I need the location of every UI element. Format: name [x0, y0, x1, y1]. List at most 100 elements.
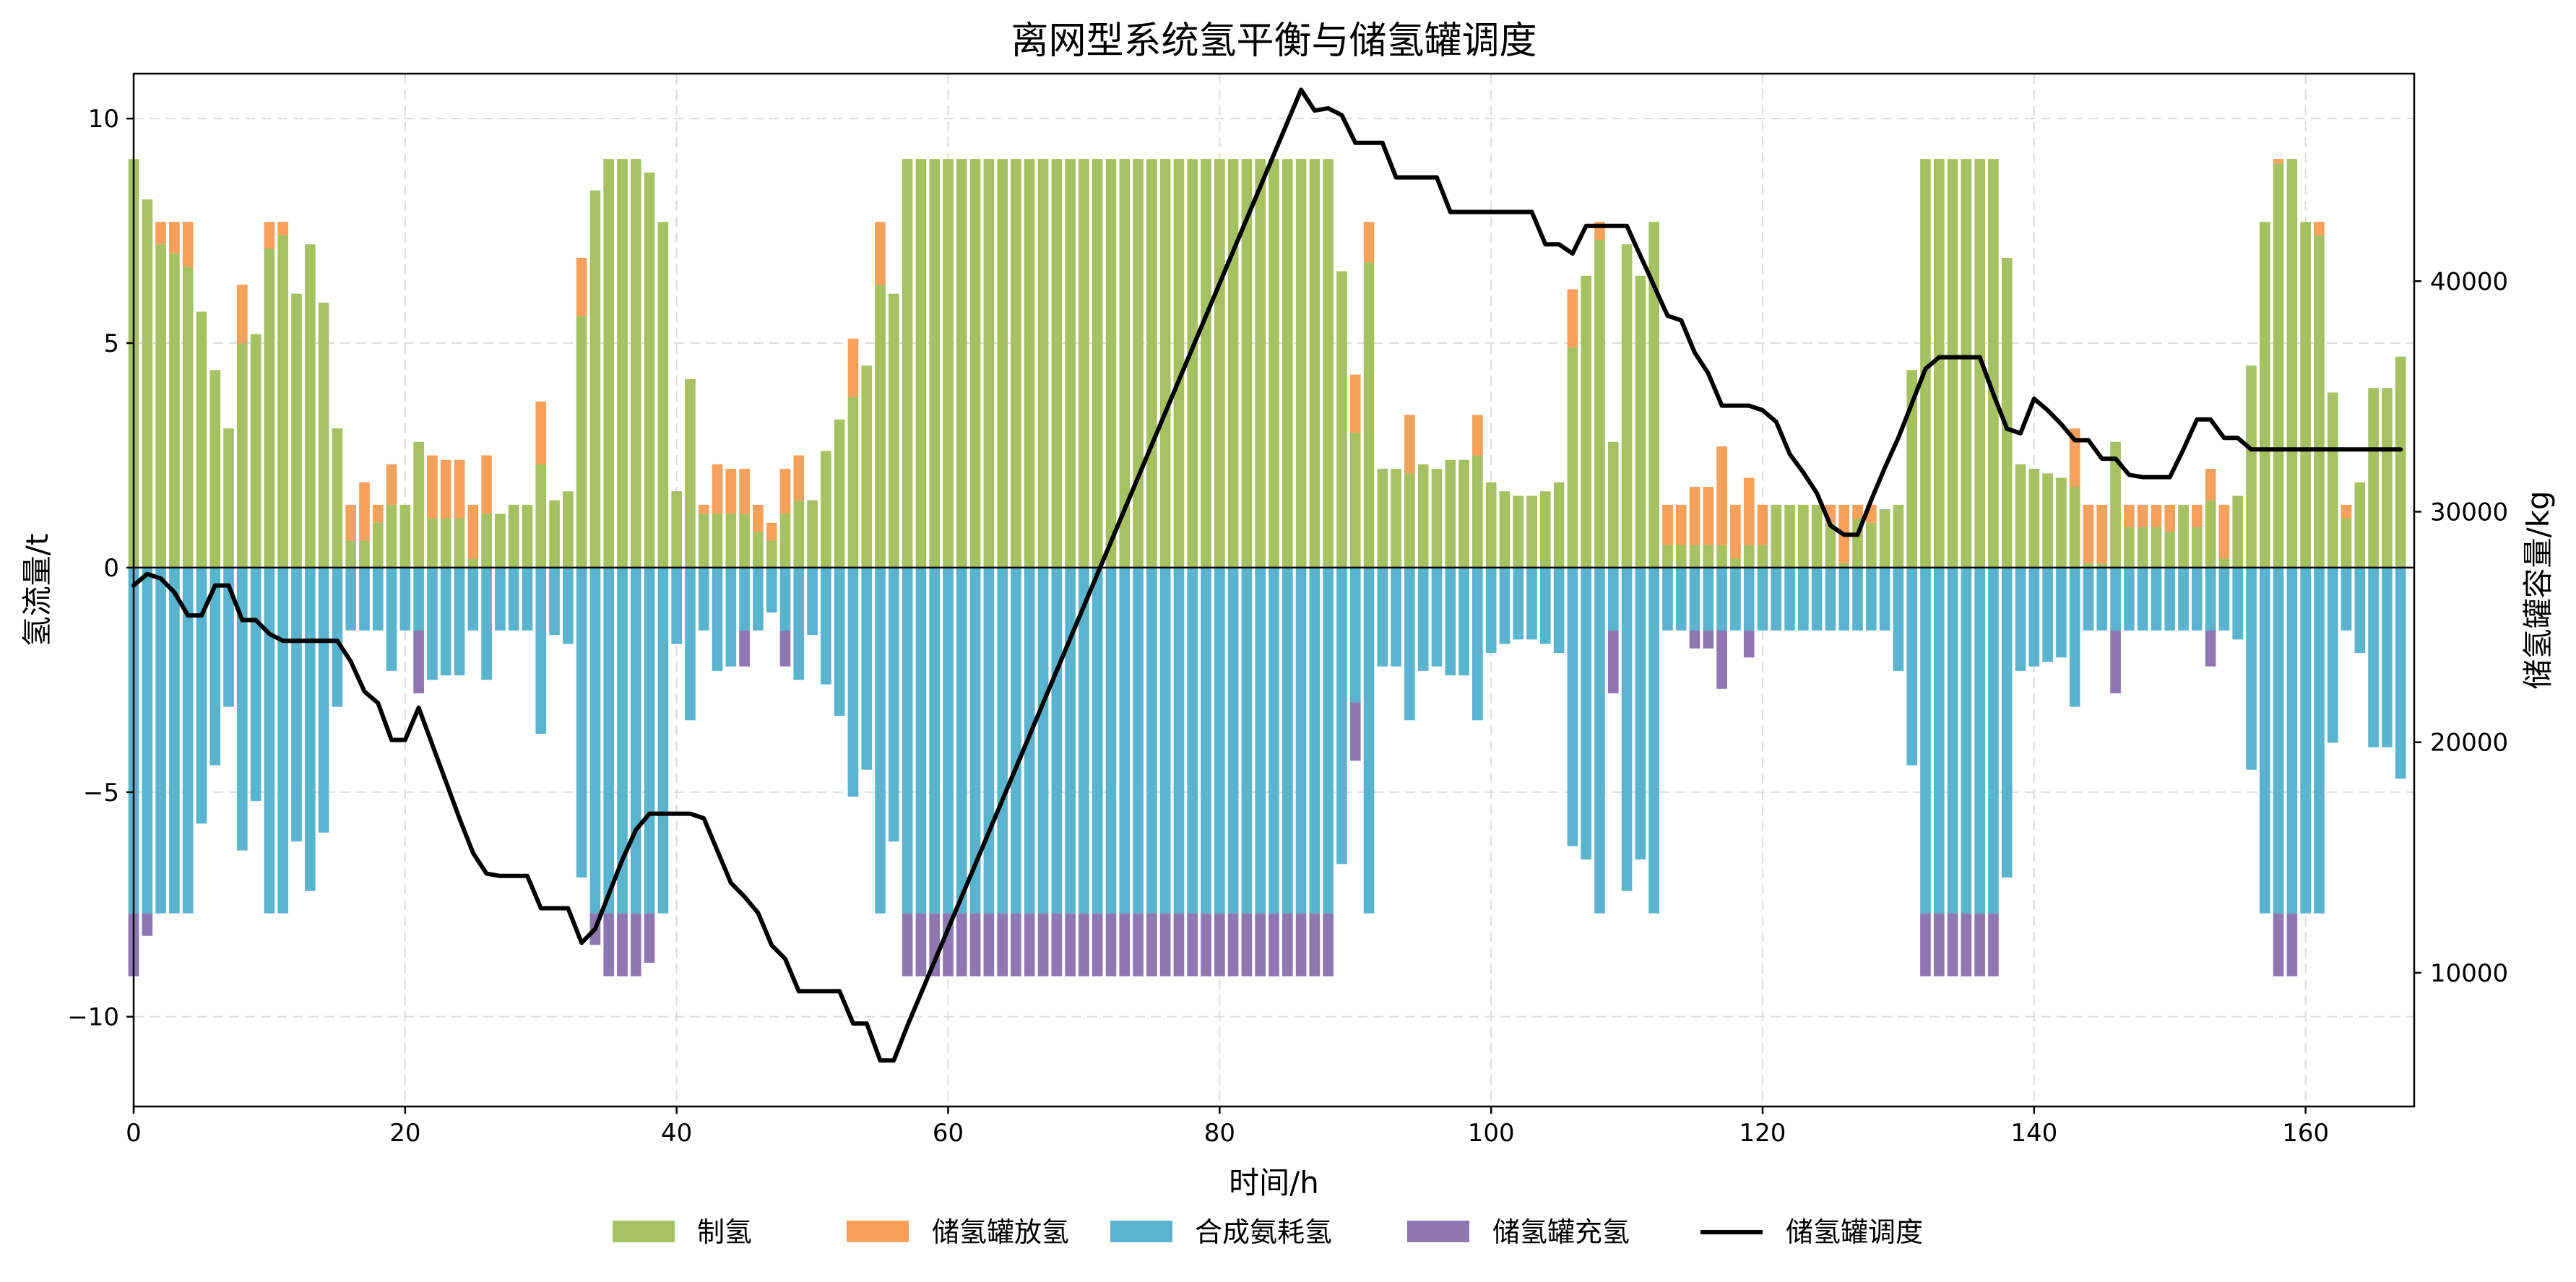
- bar-hydrogen-production: [1689, 545, 1700, 568]
- bar-hydrogen-production: [1540, 491, 1551, 568]
- bar-hydrogen-production: [1227, 159, 1239, 568]
- bar-ammonia-consumption: [535, 567, 547, 734]
- bar-ammonia-consumption: [1607, 567, 1619, 631]
- bar-ammonia-consumption: [1431, 567, 1443, 667]
- bar-tank-charge: [142, 913, 153, 936]
- bar-ammonia-consumption: [1065, 567, 1076, 914]
- bar-ammonia-consumption: [2056, 567, 2067, 658]
- bar-tank-charge: [413, 630, 424, 693]
- bar-hydrogen-production: [861, 365, 873, 568]
- bar-ammonia-consumption: [2382, 567, 2393, 748]
- bar-hydrogen-production: [250, 334, 262, 568]
- bar-hydrogen-production: [332, 428, 343, 568]
- bar-tank-discharge: [1852, 504, 1863, 519]
- bar-tank-discharge: [155, 222, 166, 245]
- bar-hydrogen-production: [753, 532, 764, 568]
- bar-hydrogen-production: [1757, 545, 1768, 568]
- legend-label-consumption: 合成氨耗氢: [1195, 1216, 1332, 1248]
- bar-hydrogen-production: [1825, 522, 1836, 568]
- bar-ammonia-consumption: [1961, 567, 1972, 914]
- bar-hydrogen-production: [237, 343, 248, 568]
- bar-ammonia-consumption: [2395, 567, 2406, 779]
- bar-tank-discharge: [277, 222, 289, 235]
- bar-ammonia-consumption: [2124, 567, 2135, 631]
- bar-tank-discharge: [1675, 504, 1687, 545]
- bar-hydrogen-production: [766, 540, 777, 568]
- bar-tank-charge: [617, 913, 628, 976]
- bar-hydrogen-production: [1906, 370, 1918, 568]
- bar-hydrogen-production: [2069, 487, 2080, 568]
- bar-ammonia-consumption: [1703, 567, 1714, 631]
- y-tick-label: −5: [83, 779, 119, 807]
- bar-hydrogen-production: [2314, 235, 2325, 568]
- bar-hydrogen-production: [983, 159, 995, 568]
- bar-ammonia-consumption: [1472, 567, 1483, 721]
- bar-tank-discharge: [793, 455, 805, 501]
- bar-hydrogen-production: [427, 518, 438, 568]
- bar-ammonia-consumption: [1825, 567, 1836, 631]
- bar-ammonia-consumption: [1662, 567, 1673, 631]
- bar-tank-discharge: [2083, 504, 2094, 563]
- bar-hydrogen-production: [2028, 469, 2040, 568]
- bar-hydrogen-production: [875, 285, 886, 568]
- bar-tank-charge: [2110, 630, 2121, 693]
- bar-hydrogen-production: [1201, 159, 1211, 568]
- bar-tank-discharge: [2314, 222, 2325, 235]
- bar-ammonia-consumption: [142, 567, 153, 914]
- bar-tank-discharge: [535, 401, 547, 464]
- bar-hydrogen-production: [657, 222, 669, 568]
- bar-tank-charge: [1024, 913, 1035, 976]
- bar-hydrogen-production: [2205, 500, 2216, 568]
- bar-ammonia-consumption: [1173, 567, 1185, 914]
- bar-tank-discharge: [2137, 504, 2148, 527]
- bar-ammonia-consumption: [1499, 567, 1510, 644]
- legend-label-production: 制氢: [697, 1216, 752, 1248]
- bar-hydrogen-production: [1037, 159, 1049, 568]
- bar-ammonia-consumption: [1933, 567, 1945, 914]
- bar-tank-charge: [2286, 913, 2298, 976]
- bar-tank-discharge: [182, 222, 194, 267]
- bar-ammonia-consumption: [1567, 567, 1578, 846]
- bar-hydrogen-production: [304, 244, 316, 568]
- bar-tank-charge: [1146, 913, 1157, 976]
- bar-ammonia-consumption: [427, 567, 438, 680]
- legend: 制氢 储氢罐放氢 合成氨耗氢 储氢罐充氢 储氢罐调度: [613, 1216, 1923, 1248]
- bar-hydrogen-production: [1146, 159, 1157, 568]
- bar-ammonia-consumption: [2192, 567, 2203, 631]
- bar-hydrogen-production: [1947, 159, 1958, 568]
- bar-hydrogen-production: [1621, 244, 1633, 568]
- bar-ammonia-consumption: [386, 567, 397, 671]
- bar-tank-charge: [1051, 913, 1063, 976]
- bar-ammonia-consumption: [2042, 567, 2053, 662]
- bar-ammonia-consumption: [1635, 567, 1646, 860]
- bar-hydrogen-production: [1513, 495, 1524, 568]
- bar-ammonia-consumption: [1119, 567, 1131, 914]
- bar-hydrogen-production: [1485, 482, 1497, 568]
- bar-tank-charge: [1323, 913, 1334, 976]
- bar-hydrogen-production: [2015, 464, 2026, 568]
- bar-hydrogen-production: [2151, 527, 2162, 568]
- bar-hydrogen-production: [2232, 495, 2244, 568]
- bar-ammonia-consumption: [617, 567, 628, 914]
- bar-ammonia-consumption: [753, 567, 764, 631]
- bar-ammonia-consumption: [1879, 567, 1890, 631]
- bar-hydrogen-production: [1581, 275, 1592, 568]
- bar-hydrogen-production: [495, 514, 506, 568]
- bar-ammonia-consumption: [969, 567, 981, 914]
- bar-ammonia-consumption: [2246, 567, 2257, 770]
- bar-hydrogen-production: [603, 159, 615, 568]
- bar-ammonia-consumption: [2314, 567, 2325, 914]
- bar-ammonia-consumption: [1417, 567, 1429, 671]
- bar-hydrogen-production: [1065, 159, 1076, 568]
- bar-ammonia-consumption: [277, 567, 289, 914]
- bar-hydrogen-production: [1635, 275, 1646, 568]
- bar-hydrogen-production: [2001, 257, 2013, 568]
- y2-axis-ticks: 10000 20000 30000 40000: [2414, 267, 2508, 988]
- bar-ammonia-consumption: [1336, 567, 1347, 865]
- x-tick-label: 100: [1468, 1119, 1515, 1148]
- bar-ammonia-consumption: [1051, 567, 1063, 914]
- bar-hydrogen-production: [1594, 240, 1605, 568]
- bar-ammonia-consumption: [182, 567, 194, 914]
